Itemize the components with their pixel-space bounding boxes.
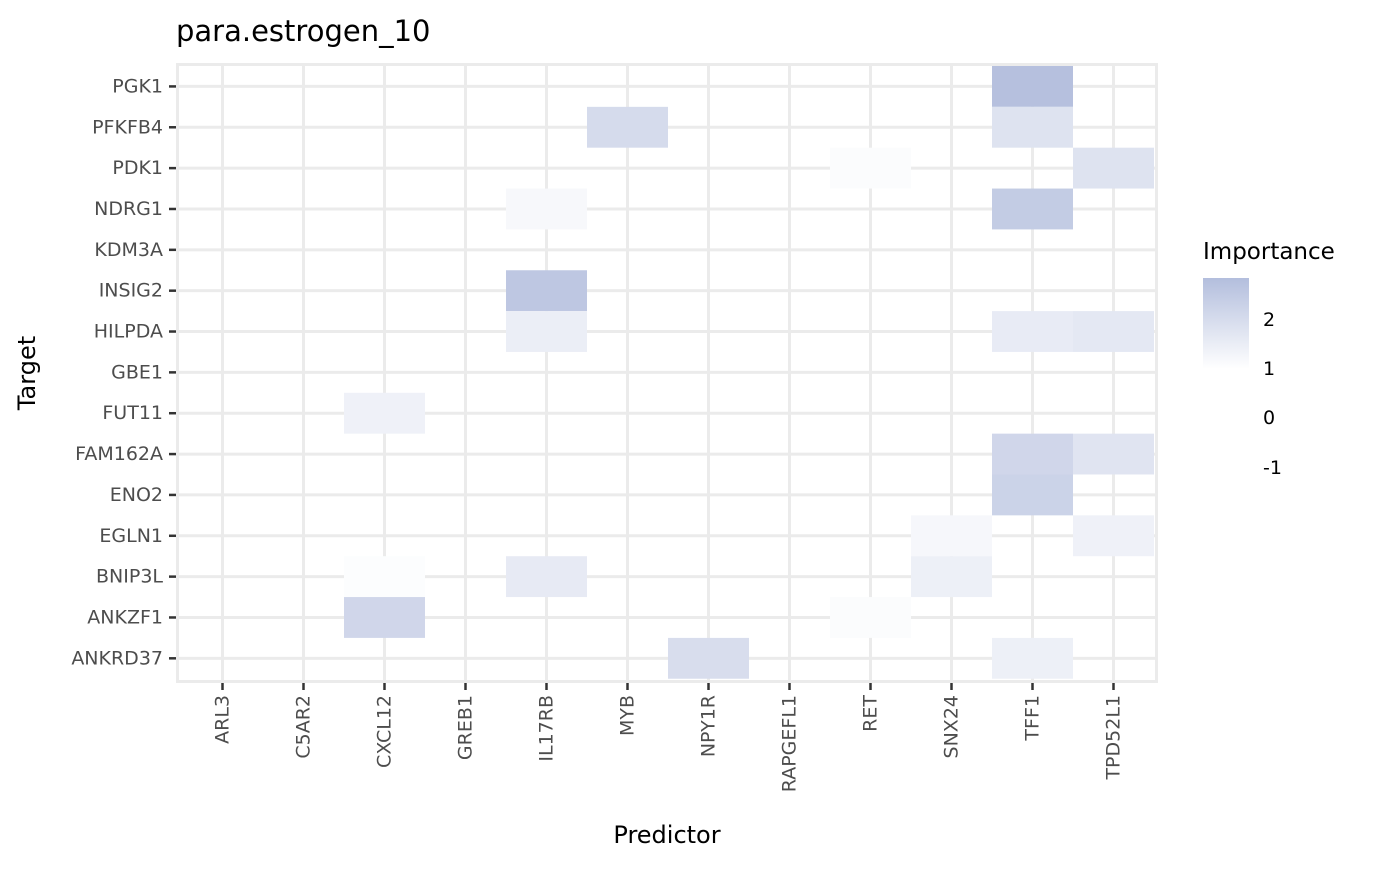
heatmap-cell (992, 106, 1073, 148)
heatmap-cell (992, 66, 1073, 107)
y-tick-label: FUT11 (102, 402, 163, 424)
y-tick-label: ANKZF1 (87, 606, 163, 628)
heatmap-cell (992, 188, 1073, 230)
legend-title: Importance (1203, 239, 1335, 265)
y-tick-label: FAM162A (75, 443, 163, 465)
x-tick-label: TPD52L1 (1103, 695, 1125, 781)
heatmap-cell (1073, 147, 1154, 189)
heatmap-cell (911, 515, 992, 557)
heatmap-cell (344, 597, 425, 638)
y-tick-label: INSIG2 (99, 280, 163, 302)
legend-tick-label: -1 (1263, 457, 1282, 479)
legend: Importance 2 1 0 -1 (1203, 239, 1335, 479)
x-tick-label: CXCL12 (374, 695, 396, 768)
y-tick-label: PFKFB4 (92, 116, 163, 138)
x-tick-label: TFF1 (1022, 695, 1044, 742)
x-tick-label: C5AR2 (293, 695, 315, 759)
x-axis-ticks: ARL3 C5AR2 CXCL12 GREB1 IL17RB MYB NPY1R RAPGEF… (212, 683, 1125, 792)
x-tick-label: RAPGEFL1 (779, 695, 801, 792)
grid-lines (176, 63, 1158, 683)
legend-tick-label: 1 (1263, 358, 1275, 380)
heatmap-cell (344, 556, 425, 598)
y-tick-label: ANKRD37 (71, 647, 163, 669)
heatmap-cell (506, 311, 587, 352)
heatmap-cell (992, 311, 1073, 352)
x-tick-label: MYB (617, 695, 639, 736)
y-tick-label: EGLN1 (99, 525, 163, 547)
x-tick-label: SNX24 (941, 695, 963, 758)
heatmap-cell (992, 433, 1073, 475)
heatmap-cell (506, 188, 587, 230)
heatmap-cell (1073, 311, 1154, 352)
x-tick-label: NPY1R (698, 695, 720, 757)
legend-tick-label: 2 (1263, 309, 1275, 331)
x-tick-label: RET (860, 695, 882, 732)
heatmap-cell (506, 270, 587, 312)
y-tick-label: GBE1 (111, 361, 163, 383)
y-tick-label: PGK1 (112, 75, 163, 97)
heatmap-cell (992, 637, 1073, 679)
y-axis-title: Target (13, 336, 41, 411)
y-tick-label: PDK1 (112, 157, 163, 179)
legend-tick-label: 0 (1263, 407, 1275, 429)
x-tick-label: GREB1 (455, 695, 477, 760)
heatmap-cell (830, 147, 911, 189)
y-tick-label: ENO2 (110, 484, 163, 506)
heatmap-cell (830, 597, 911, 638)
heatmap-cell (911, 556, 992, 598)
chart-title: para.estrogen_10 (176, 14, 430, 48)
heatmap-cell (587, 106, 668, 148)
heatmap-cell (506, 556, 587, 598)
y-tick-label: KDM3A (94, 239, 163, 261)
heatmap-cell (1073, 515, 1154, 557)
heatmap-cells (344, 66, 1154, 679)
heatmap-cell (1073, 433, 1154, 475)
legend-colorbar (1203, 278, 1249, 369)
legend-ticks: 2 1 0 -1 (1263, 309, 1282, 479)
heatmap-cell (992, 474, 1073, 516)
y-tick-label: NDRG1 (94, 198, 163, 220)
y-axis-ticks: ANKRD37 ANKZF1 BNIP3L EGLN1 ENO2 FAM162A FUT11… (71, 75, 176, 669)
x-tick-label: ARL3 (212, 695, 234, 744)
y-tick-label: HILPDA (94, 321, 163, 343)
heatmap-cell (344, 392, 425, 434)
heatmap-cell (668, 637, 749, 679)
x-tick-label: IL17RB (536, 695, 558, 762)
x-axis-title: Predictor (613, 821, 720, 849)
y-tick-label: BNIP3L (96, 566, 163, 588)
